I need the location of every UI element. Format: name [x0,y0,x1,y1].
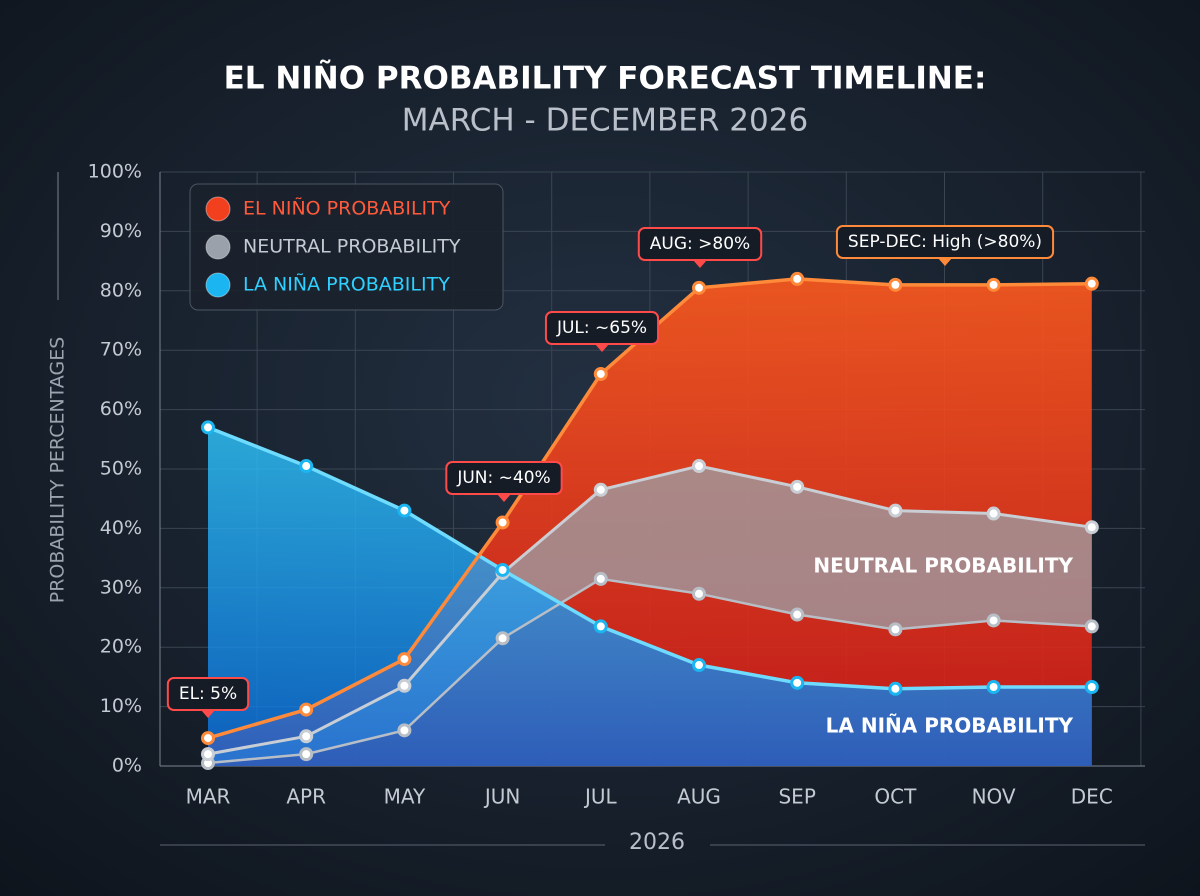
la-nina-point [299,459,314,474]
neutral-lower-line [207,577,1092,765]
la-nina-point [790,675,805,690]
el-nino-point [692,280,706,295]
area-label: NEUTRAL PROBABILITY [813,554,1073,578]
la-nina-point [888,681,903,696]
annotation-pointer [497,494,511,502]
neutral-lower-point [495,631,510,646]
y-tick-label: 60% [100,398,142,420]
neutral-point [790,479,805,494]
x-tick-label: MAY [384,785,426,809]
x-tick-label: NOV [972,785,1016,809]
la-nina-point [1084,679,1099,694]
la-nina-point [201,420,215,435]
legend: EL NIÑO PROBABILITY NEUTRAL PROBABILITY LA… [189,183,504,311]
neutral-lower-point [692,586,706,601]
el-nino-point [299,702,314,717]
neutral-point [397,678,412,693]
annotation-pointer [595,344,609,352]
annotation: EL: 5% [179,684,237,704]
neutral-lower-point [888,622,903,637]
la-nina-point [397,503,412,518]
chart-title: EL NIÑO PROBABILITY FORECAST TIMELINE: [224,60,987,97]
neutral-lower-point [593,571,608,586]
el-nino-point [986,277,1001,292]
la-nina-area [208,427,1092,766]
y-tick-label: 50% [100,458,142,480]
neutral-point [986,506,1001,521]
legend-swatch [205,272,231,298]
el-nino-point [790,271,805,286]
neutral-point [593,482,608,497]
la-nina-point [986,679,1001,694]
x-tick-label: MAR [186,785,231,809]
neutral-lower-point [299,747,314,762]
neutral-lower-point [1084,619,1099,634]
el-nino-point [201,731,215,746]
chart-subtitle: MARCH - DECEMBER 2026 [402,103,808,139]
y-tick-label: 0% [112,755,142,777]
x-axis-label: 2026 [629,830,685,855]
y-tick-label: 70% [100,339,142,361]
x-tick-label: OCT [874,785,917,809]
neutral-point [888,503,903,518]
y-tick-label: 80% [100,279,142,301]
el-nino-point [593,366,608,381]
y-tick-label: 90% [100,220,142,242]
la-nina-point [692,658,706,673]
x-tick-label: JUL [583,785,618,809]
neutral-lower-point [397,723,412,738]
legend-label: LA NIÑA PROBABILITY [243,273,450,296]
neutral-lower-point [790,607,805,622]
neutral-line [207,464,1093,756]
y-tick-label: 100% [88,161,142,183]
el-nino-point [1084,276,1099,291]
annotation: SEP-DEC: High (>80%) [848,232,1042,252]
neutral-point [1084,520,1099,535]
x-tick-label: APR [286,785,326,809]
area-label: LA NIÑA PROBABILITY [826,714,1074,738]
la-nina-point [593,619,608,634]
y-axis-label: PROBABILITY PERCENTAGES [47,337,69,604]
el-nino-point [495,515,510,530]
annotation-pointer [693,260,707,268]
annotation-pointer [938,258,952,266]
legend-label: EL NIÑO PROBABILITY [243,197,451,220]
legend-box [189,183,504,311]
annotation: AUG: >80% [650,234,750,254]
legend-swatch [205,196,231,222]
y-tick-label: 10% [100,695,142,717]
y-tick-label: 20% [100,636,142,658]
legend-swatch [205,234,231,260]
la-nina-point [495,562,510,577]
el-nino-point [397,652,412,667]
neutral-lower-point [986,613,1001,628]
x-tick-label: JUN [483,785,521,809]
annotation: JUL: ~65% [556,318,647,338]
x-tick-label: AUG [677,785,721,809]
neutral-point [299,729,314,744]
x-tick-label: DEC [1071,785,1113,809]
annotation: JUN: ~40% [456,468,550,488]
neutral-point [201,747,215,762]
legend-label: NEUTRAL PROBABILITY [243,236,461,258]
el-nino-point [888,277,903,292]
annotation-pointer [201,710,215,718]
y-tick-label: 30% [100,576,142,598]
neutral-point [692,459,706,474]
x-tick-label: SEP [778,785,815,809]
y-tick-label: 40% [100,517,142,539]
la-nina-line [207,425,1092,691]
